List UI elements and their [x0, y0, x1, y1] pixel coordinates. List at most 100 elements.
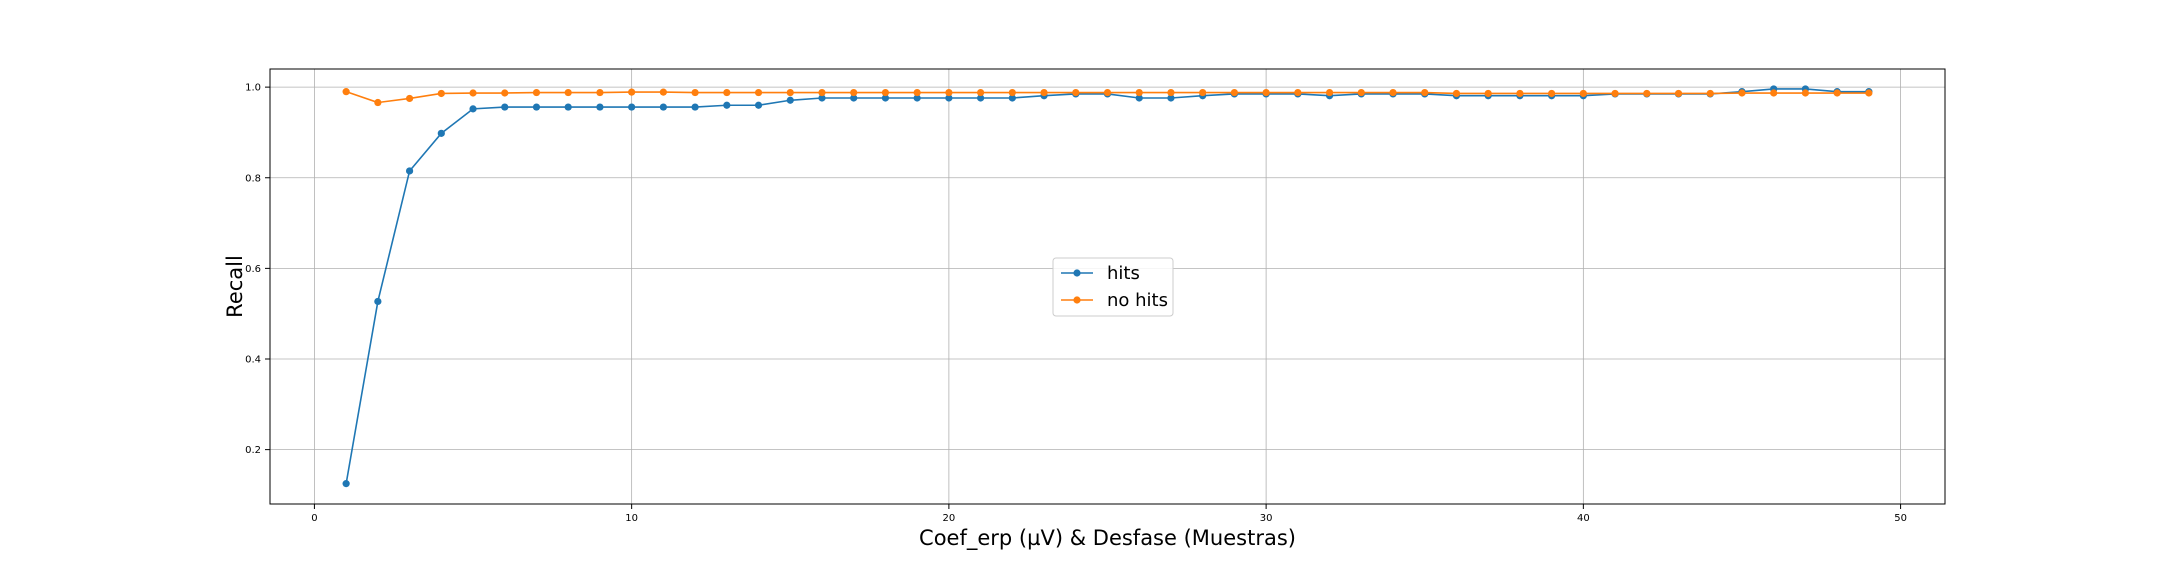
- data-point: [977, 88, 985, 97]
- data-point: [405, 94, 414, 103]
- legend-label: no hits: [1107, 290, 1168, 311]
- data-point: [532, 88, 541, 97]
- x-tick-label: 0: [311, 513, 317, 524]
- data-point: [1262, 88, 1270, 97]
- x-axis-label: Coef_erp (µV) & Desfase (Muestras): [919, 526, 1296, 551]
- y-tick-label: 0.6: [245, 264, 261, 275]
- data-point: [1135, 94, 1143, 102]
- data-point: [1579, 89, 1587, 98]
- data-point: [818, 94, 826, 102]
- data-point: [501, 103, 509, 111]
- data-point: [754, 88, 763, 97]
- data-point: [1294, 88, 1302, 97]
- data-point: [1706, 89, 1714, 98]
- data-point: [691, 88, 699, 97]
- data-point: [596, 103, 604, 111]
- data-point: [1452, 89, 1461, 98]
- x-tick-label: 30: [1260, 513, 1273, 524]
- data-point: [881, 88, 890, 97]
- data-point: [1548, 89, 1556, 98]
- data-point: [1072, 88, 1080, 97]
- data-point: [1199, 88, 1207, 97]
- data-point: [1516, 89, 1524, 98]
- data-point: [374, 297, 382, 306]
- data-point: [786, 96, 794, 104]
- data-point: [1801, 89, 1810, 97]
- data-point: [1865, 89, 1873, 97]
- data-point: [1674, 89, 1683, 98]
- legend-label: hits: [1107, 263, 1140, 284]
- data-point: [913, 94, 921, 102]
- y-tick-label: 0.4: [245, 355, 261, 366]
- data-point: [1389, 88, 1397, 97]
- data-point: [723, 88, 731, 97]
- data-point: [1008, 88, 1016, 97]
- data-point: [1611, 89, 1619, 98]
- data-point: [1833, 89, 1841, 97]
- y-axis-label: Recall: [223, 255, 247, 318]
- data-point: [469, 105, 477, 113]
- data-point: [342, 88, 350, 96]
- data-point: [564, 88, 572, 97]
- x-tick-label: 40: [1577, 513, 1590, 524]
- data-point: [1103, 88, 1112, 97]
- y-axis: 0.2 0.4 0.6 0.8 1.0: [245, 83, 270, 456]
- data-point: [501, 89, 509, 97]
- legend: hits no hits: [1052, 257, 1174, 317]
- data-point: [596, 88, 604, 97]
- data-point: [1008, 94, 1016, 102]
- data-point: [1135, 88, 1143, 97]
- data-point: [1167, 94, 1175, 102]
- y-tick-label: 0.2: [245, 445, 261, 456]
- data-point: [754, 101, 763, 109]
- data-point: [1421, 88, 1429, 97]
- data-point: [1040, 88, 1048, 97]
- data-point: [564, 103, 572, 111]
- data-point: [374, 98, 382, 107]
- plot-series: [342, 85, 1873, 488]
- data-point: [628, 103, 636, 111]
- x-tick-label: 10: [625, 513, 638, 524]
- x-tick-label: 50: [1894, 513, 1907, 524]
- data-point: [1167, 88, 1175, 97]
- data-point: [945, 88, 953, 97]
- series-no-hits: [342, 88, 1873, 107]
- y-tick-label: 1.0: [245, 83, 261, 94]
- y-tick-label: 0.8: [245, 173, 261, 184]
- data-point: [628, 88, 636, 96]
- plot-frame: [269, 68, 1946, 505]
- data-point: [1325, 88, 1334, 97]
- legend-item: no hits: [1061, 290, 1168, 311]
- data-point: [1230, 88, 1238, 97]
- data-point: [532, 103, 541, 111]
- legend-marker: [1073, 269, 1081, 277]
- data-point: [1770, 89, 1778, 97]
- data-point: [437, 89, 445, 98]
- data-point: [1484, 89, 1492, 98]
- data-point: [659, 103, 667, 111]
- data-point: [1738, 89, 1746, 97]
- data-point: [850, 88, 858, 97]
- data-point: [1643, 89, 1651, 98]
- legend-marker: [1073, 296, 1081, 304]
- data-point: [342, 480, 350, 488]
- data-point: [881, 94, 890, 102]
- data-point: [786, 88, 794, 97]
- data-point: [850, 94, 858, 102]
- data-point: [405, 167, 414, 175]
- data-point: [818, 88, 826, 97]
- data-point: [913, 88, 921, 97]
- data-point: [723, 101, 731, 109]
- data-point: [659, 88, 667, 96]
- data-point: [945, 94, 953, 102]
- data-point: [691, 103, 699, 111]
- x-axis: 0 10 20 30 40 50: [311, 504, 1907, 524]
- data-point: [1357, 88, 1365, 97]
- data-point: [977, 94, 985, 102]
- data-point: [469, 89, 477, 97]
- legend-item: hits: [1061, 263, 1140, 284]
- data-point: [437, 129, 445, 137]
- x-tick-label: 20: [943, 513, 956, 524]
